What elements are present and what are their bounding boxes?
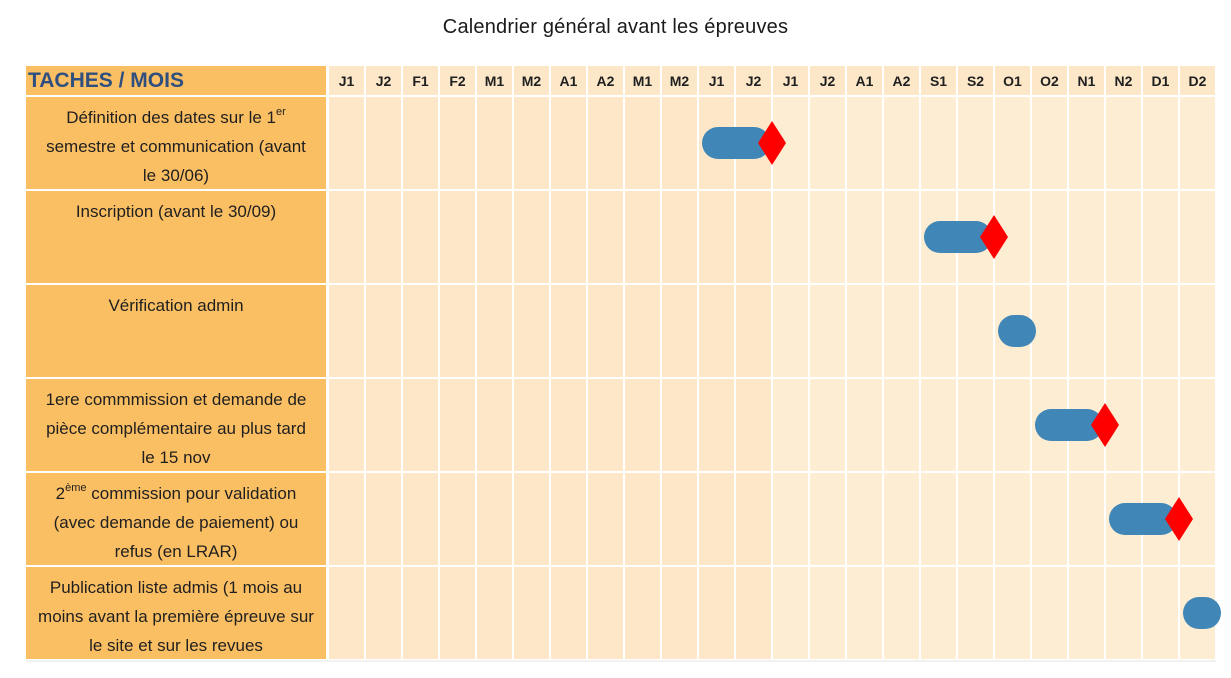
task-label-text: commission pour validation (avec demande… (53, 484, 299, 561)
period-label: S1 (921, 66, 956, 95)
task-bar (702, 127, 770, 159)
task-label: 1ere commmission et demande de pièce com… (26, 379, 326, 471)
task-label-text: Définition des dates sur le 1 (66, 108, 276, 127)
period-label: M2 (514, 66, 549, 95)
task-label-text: Vérification admin (108, 296, 244, 315)
period-label: S2 (958, 66, 993, 95)
period-label: M1 (625, 66, 660, 95)
task-label-text: Publication liste admis (1 mois au moins… (38, 578, 314, 655)
task-label: Vérification admin (26, 285, 326, 377)
task-label: Définition des dates sur le 1er semestre… (26, 97, 326, 189)
milestone-diamond (758, 121, 786, 165)
period-label: A1 (551, 66, 586, 95)
task-label-text: semestre et communication (avant le 30/0… (46, 137, 306, 185)
task-label: 2ème commission pour validation (avec de… (26, 473, 326, 565)
period-label: J2 (736, 66, 771, 95)
task-bar (924, 221, 992, 253)
task-bar (1109, 503, 1177, 535)
task-label-text: 2 (55, 484, 66, 503)
task-bar (1035, 409, 1103, 441)
period-label: J1 (699, 66, 734, 95)
period-label: M1 (477, 66, 512, 95)
period-label: D1 (1143, 66, 1178, 95)
period-label: J2 (810, 66, 845, 95)
task-label-superscript: ème (65, 482, 87, 495)
period-label: O2 (1032, 66, 1067, 95)
period-label: N2 (1106, 66, 1141, 95)
milestone-diamond (1091, 403, 1119, 447)
period-label: O1 (995, 66, 1030, 95)
header-label: TACHES / MOIS (26, 66, 326, 95)
task-label: Inscription (avant le 30/09) (26, 191, 326, 283)
period-label: F1 (403, 66, 438, 95)
period-label: J2 (366, 66, 401, 95)
period-label: F2 (440, 66, 475, 95)
chart-title: Calendrier général avant les épreuves (442, 16, 789, 38)
period-label: J1 (329, 66, 364, 95)
period-label: N1 (1069, 66, 1104, 95)
milestone-diamond (1165, 497, 1193, 541)
period-label: M2 (662, 66, 697, 95)
period-label: A2 (884, 66, 919, 95)
milestone-diamond (980, 215, 1008, 259)
period-label: D2 (1180, 66, 1215, 95)
period-label: A2 (588, 66, 623, 95)
task-label-text: Inscription (avant le 30/09) (75, 202, 277, 221)
period-label: A1 (847, 66, 882, 95)
period-label: J1 (773, 66, 808, 95)
task-bar (998, 315, 1036, 347)
task-label: Publication liste admis (1 mois au moins… (26, 567, 326, 659)
task-label-text: 1ere commmission et demande de pièce com… (45, 390, 307, 467)
task-label-superscript: er (276, 106, 286, 119)
task-bar (1183, 597, 1221, 629)
